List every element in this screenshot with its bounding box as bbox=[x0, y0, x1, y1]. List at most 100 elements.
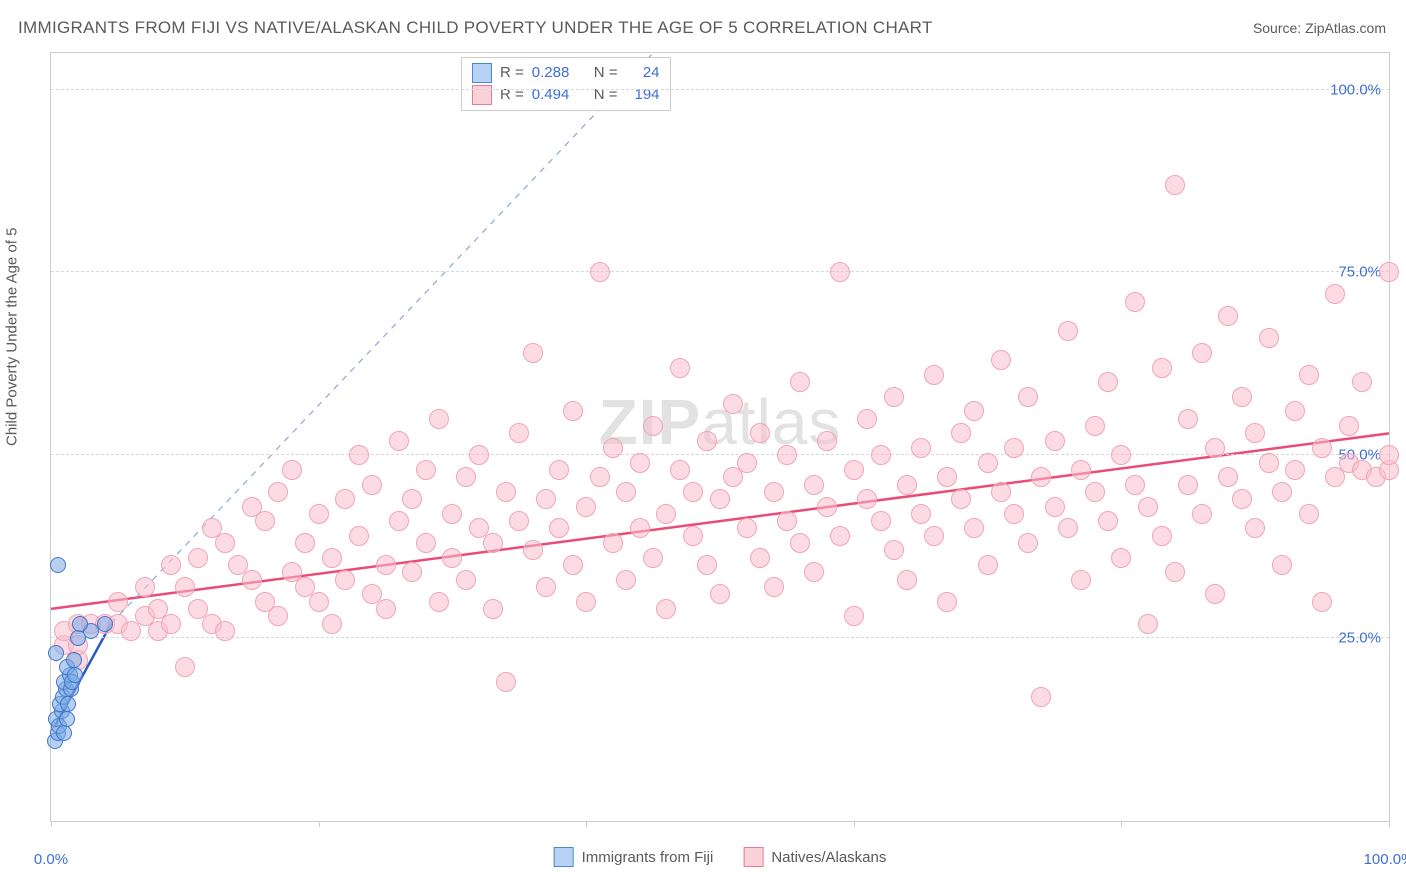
data-point-pink bbox=[764, 577, 784, 597]
data-point-pink bbox=[991, 482, 1011, 502]
gridline-h bbox=[51, 454, 1389, 455]
data-point-pink bbox=[616, 482, 636, 502]
data-point-pink bbox=[416, 460, 436, 480]
data-point-pink bbox=[897, 475, 917, 495]
data-point-pink bbox=[362, 475, 382, 495]
data-point-pink bbox=[1259, 328, 1279, 348]
data-point-pink bbox=[1098, 511, 1118, 531]
data-point-pink bbox=[335, 489, 355, 509]
data-point-pink bbox=[871, 445, 891, 465]
data-point-pink bbox=[322, 614, 342, 634]
trend-lines-svg bbox=[51, 53, 1389, 821]
trend-line bbox=[111, 53, 653, 624]
data-point-pink bbox=[576, 592, 596, 612]
data-point-pink bbox=[1125, 475, 1145, 495]
data-point-pink bbox=[603, 533, 623, 553]
data-point-pink bbox=[1245, 518, 1265, 538]
data-point-pink bbox=[1071, 460, 1091, 480]
data-point-pink bbox=[483, 599, 503, 619]
data-point-pink bbox=[884, 387, 904, 407]
data-point-pink bbox=[1004, 438, 1024, 458]
data-point-pink bbox=[764, 482, 784, 502]
data-point-pink bbox=[656, 504, 676, 524]
data-point-pink bbox=[804, 562, 824, 582]
data-point-pink bbox=[523, 540, 543, 560]
data-point-pink bbox=[1339, 416, 1359, 436]
data-point-pink bbox=[1111, 548, 1131, 568]
y-axis-title: Child Poverty Under the Age of 5 bbox=[4, 228, 21, 446]
data-point-pink bbox=[844, 606, 864, 626]
plot-area: ZIPatlas R = 0.288 N = 24 R = 0.494 N = … bbox=[50, 52, 1390, 822]
data-point-pink bbox=[1031, 467, 1051, 487]
data-point-pink bbox=[616, 570, 636, 590]
data-point-pink bbox=[964, 401, 984, 421]
data-point-pink bbox=[897, 570, 917, 590]
data-point-pink bbox=[1312, 592, 1332, 612]
legend-item-blue: Immigrants from Fiji bbox=[554, 847, 714, 867]
data-point-pink bbox=[1259, 453, 1279, 473]
data-point-pink bbox=[509, 423, 529, 443]
data-point-pink bbox=[817, 431, 837, 451]
data-point-pink bbox=[1272, 482, 1292, 502]
data-point-pink bbox=[670, 460, 690, 480]
data-point-pink bbox=[188, 548, 208, 568]
data-point-pink bbox=[630, 453, 650, 473]
n-value-pink: 194 bbox=[626, 84, 660, 106]
data-point-blue bbox=[50, 557, 66, 573]
data-point-blue bbox=[56, 725, 72, 741]
data-point-pink bbox=[563, 555, 583, 575]
data-point-pink bbox=[1018, 387, 1038, 407]
gridline-h bbox=[51, 89, 1389, 90]
series-legend: Immigrants from Fiji Natives/Alaskans bbox=[554, 847, 887, 867]
legend-label-blue: Immigrants from Fiji bbox=[582, 849, 714, 866]
y-tick-label: 75.0% bbox=[1338, 264, 1381, 281]
data-point-pink bbox=[429, 592, 449, 612]
data-point-pink bbox=[1379, 445, 1399, 465]
data-point-pink bbox=[1232, 387, 1252, 407]
data-point-pink bbox=[1111, 445, 1131, 465]
data-point-pink bbox=[536, 577, 556, 597]
n-label: N = bbox=[594, 84, 618, 106]
data-point-pink bbox=[389, 511, 409, 531]
data-point-pink bbox=[590, 262, 610, 282]
data-point-pink bbox=[1152, 358, 1172, 378]
data-point-pink bbox=[429, 409, 449, 429]
data-point-pink bbox=[603, 438, 623, 458]
data-point-pink bbox=[884, 540, 904, 560]
data-point-pink bbox=[242, 570, 262, 590]
data-point-pink bbox=[683, 482, 703, 502]
data-point-pink bbox=[1379, 262, 1399, 282]
data-point-pink bbox=[268, 606, 288, 626]
source-link[interactable]: ZipAtlas.com bbox=[1305, 20, 1386, 36]
data-point-pink bbox=[523, 343, 543, 363]
data-point-pink bbox=[1058, 518, 1078, 538]
x-tick bbox=[51, 821, 52, 827]
data-point-pink bbox=[857, 409, 877, 429]
data-point-pink bbox=[1004, 504, 1024, 524]
data-point-pink bbox=[750, 548, 770, 568]
data-point-pink bbox=[830, 262, 850, 282]
data-point-pink bbox=[1352, 372, 1372, 392]
data-point-pink bbox=[1218, 467, 1238, 487]
data-point-pink bbox=[402, 562, 422, 582]
data-point-pink bbox=[215, 533, 235, 553]
data-point-pink bbox=[161, 614, 181, 634]
data-point-pink bbox=[1299, 504, 1319, 524]
data-point-pink bbox=[951, 489, 971, 509]
r-label: R = bbox=[500, 84, 524, 106]
data-point-pink bbox=[1138, 497, 1158, 517]
data-point-pink bbox=[295, 533, 315, 553]
data-point-pink bbox=[349, 445, 369, 465]
data-point-pink bbox=[402, 489, 422, 509]
data-point-pink bbox=[750, 423, 770, 443]
data-point-pink bbox=[309, 504, 329, 524]
data-point-pink bbox=[924, 526, 944, 546]
gridline-h bbox=[51, 271, 1389, 272]
data-point-pink bbox=[1312, 438, 1332, 458]
data-point-pink bbox=[643, 548, 663, 568]
data-point-pink bbox=[937, 592, 957, 612]
data-point-pink bbox=[549, 460, 569, 480]
legend-swatch-pink-icon bbox=[743, 847, 763, 867]
data-point-pink bbox=[777, 445, 797, 465]
data-point-blue bbox=[60, 696, 76, 712]
